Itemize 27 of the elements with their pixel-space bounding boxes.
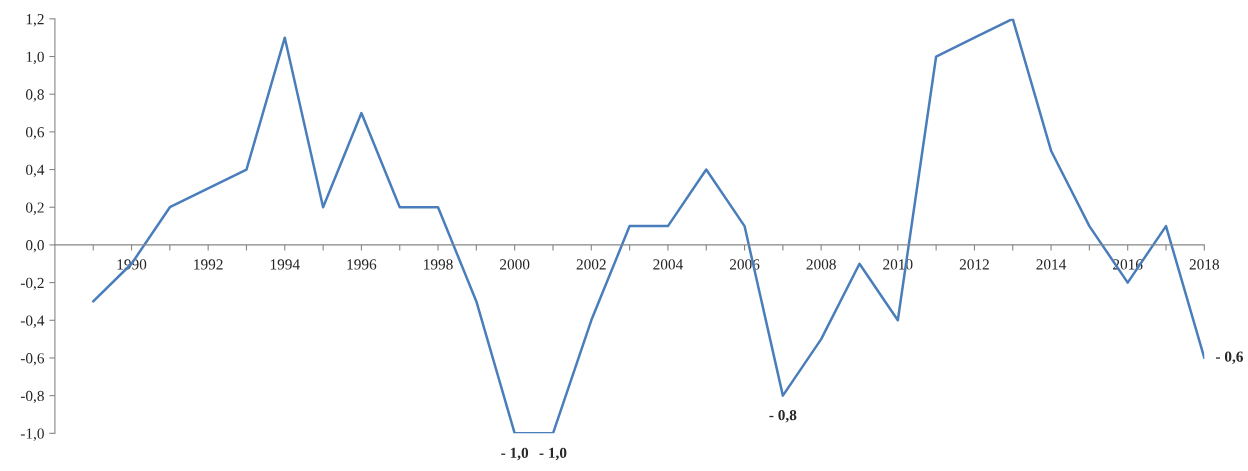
x-tick-label: 2002 (576, 259, 606, 270)
y-tick-label: 1,0 (26, 51, 44, 65)
y-tick-label: 1,2 (26, 14, 44, 27)
x-tick-label: 1992 (194, 259, 223, 270)
y-tick-label: 0,2 (25, 202, 44, 215)
y-tick-label: 0,6 (25, 127, 45, 140)
x-tick-label: 1996 (347, 259, 377, 270)
y-tick-label: 0,4 (25, 164, 45, 178)
x-tick-label: 2018 (1189, 259, 1220, 270)
y-tick-label: -0,2 (20, 277, 44, 291)
y-tick-label: -0,4 (20, 315, 45, 328)
y-tick-label: 0,0 (25, 240, 44, 253)
x-tick-label: 2014 (1036, 259, 1067, 270)
y-tick-label: -1,0 (20, 428, 44, 441)
x-tick-label: 2000 (500, 259, 530, 270)
y-tick-label: -0,8 (20, 390, 44, 404)
data-label: - 1,0 (539, 447, 567, 461)
x-tick-label: 2012 (959, 259, 989, 270)
x-tick-label: 2004 (653, 259, 683, 270)
x-tick-label: 1994 (270, 259, 300, 270)
data-label: - 0,6 (1215, 351, 1243, 364)
y-tick-label: -0,6 (20, 353, 45, 366)
x-tick-label: 1998 (424, 259, 453, 270)
x-tick-label: 2008 (806, 259, 836, 270)
data-label: - 1,0 (501, 447, 529, 461)
data-label: - 0,8 (769, 409, 797, 423)
y-tick-label: 0,8 (25, 89, 44, 102)
